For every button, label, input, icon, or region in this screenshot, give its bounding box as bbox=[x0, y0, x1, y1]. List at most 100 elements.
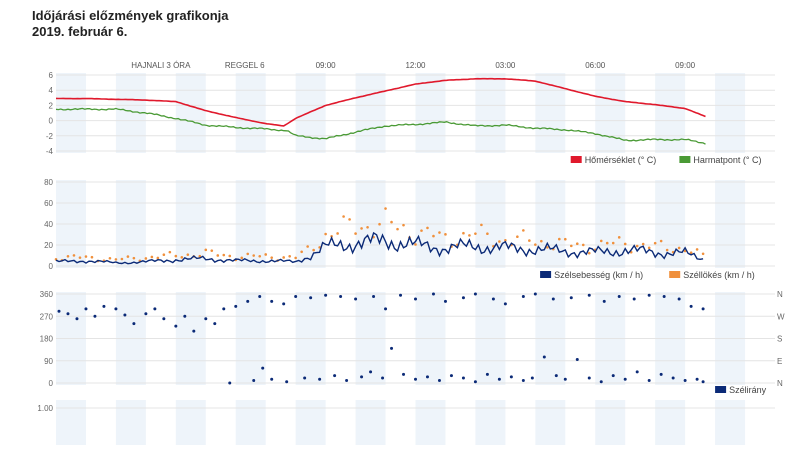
wind-direction-point bbox=[587, 376, 591, 380]
y-tick-label: 0 bbox=[49, 379, 54, 388]
gust-point bbox=[695, 248, 699, 251]
gust-point bbox=[623, 242, 627, 246]
y-tick-label: 6 bbox=[49, 71, 54, 80]
hour-band bbox=[355, 73, 386, 153]
legend-swatch bbox=[679, 156, 691, 163]
hour-band bbox=[655, 73, 686, 153]
gust-point bbox=[186, 253, 190, 256]
gust-point bbox=[474, 232, 477, 235]
wind-direction-point bbox=[246, 299, 250, 303]
gust-point bbox=[522, 229, 525, 232]
y-tick-label: 90 bbox=[44, 357, 53, 366]
gust-point bbox=[252, 254, 256, 257]
wind-direction-point bbox=[554, 374, 558, 378]
gust-point bbox=[306, 245, 309, 248]
y-tick-label: 4 bbox=[49, 86, 54, 95]
wind-direction-point bbox=[575, 358, 579, 362]
gust-point bbox=[378, 222, 381, 226]
gust-point bbox=[66, 255, 70, 258]
wind-direction-point bbox=[174, 324, 178, 328]
wind-direction-point bbox=[689, 304, 693, 308]
legend-swatch bbox=[570, 156, 582, 163]
wind-direction-point bbox=[204, 317, 208, 321]
gust-point bbox=[569, 244, 573, 248]
y-tick-right-label: N bbox=[777, 379, 783, 388]
wind-direction-point bbox=[647, 293, 651, 297]
wind-direction-point bbox=[530, 376, 534, 380]
gust-point bbox=[348, 218, 351, 221]
gust-point bbox=[498, 240, 501, 243]
hour-band bbox=[475, 400, 506, 445]
wind-direction-point bbox=[162, 317, 166, 321]
wind-direction-point bbox=[252, 379, 256, 383]
wind-direction-point bbox=[414, 377, 417, 381]
wind-direction-point bbox=[701, 307, 705, 311]
gust-point bbox=[312, 248, 315, 252]
legend-item: Szélirány bbox=[715, 385, 767, 395]
wind-direction-point bbox=[677, 297, 681, 301]
gust-point bbox=[504, 238, 507, 242]
hour-band bbox=[175, 73, 206, 153]
wind-direction-point bbox=[372, 294, 376, 298]
wind-direction-point bbox=[132, 322, 136, 326]
wind-direction-point bbox=[228, 381, 232, 385]
wind-direction-point bbox=[497, 377, 501, 381]
gust-point bbox=[120, 257, 124, 261]
hour-band bbox=[295, 400, 326, 445]
y-tick-label: 0 bbox=[49, 117, 54, 126]
gust-point bbox=[546, 246, 549, 249]
gust-point bbox=[390, 220, 393, 224]
legend-swatch bbox=[669, 271, 681, 278]
hour-band bbox=[715, 73, 746, 153]
wind-direction-point bbox=[521, 379, 525, 383]
wind-direction-point bbox=[623, 377, 627, 381]
wind-direction-point bbox=[587, 293, 591, 297]
wind-direction-point bbox=[270, 377, 274, 381]
wind-direction-point bbox=[144, 312, 148, 316]
wind-direction-point bbox=[324, 293, 328, 297]
wind-direction-point bbox=[563, 377, 567, 381]
y-tick-label: 1.00 bbox=[37, 404, 53, 413]
gust-point bbox=[659, 239, 663, 243]
wind-direction-point bbox=[369, 370, 373, 374]
legend-label: Hőmérséklet (° C) bbox=[585, 155, 657, 165]
time-label: 06:00 bbox=[585, 61, 606, 70]
wind-direction-point bbox=[662, 294, 666, 298]
wind-direction-point bbox=[671, 376, 675, 380]
gust-point bbox=[414, 243, 417, 246]
gust-point bbox=[342, 215, 345, 218]
gust-point bbox=[180, 256, 184, 259]
legend-swatch bbox=[540, 271, 552, 278]
wind-direction-point bbox=[414, 297, 417, 301]
wind-direction-point bbox=[123, 313, 127, 317]
gust-point bbox=[174, 254, 178, 258]
wind-direction-point bbox=[114, 307, 118, 311]
wind-direction-point bbox=[390, 346, 394, 350]
gust-point bbox=[635, 244, 639, 248]
y-tick-label: 0 bbox=[49, 262, 54, 271]
time-label: HAJNALI 3 ÓRA bbox=[131, 61, 191, 70]
gust-point bbox=[534, 243, 537, 246]
gust-point bbox=[72, 254, 76, 257]
title-text: Időjárási előzmények grafikonja bbox=[32, 8, 229, 23]
wind-direction-point bbox=[659, 372, 663, 376]
wind-direction-point bbox=[602, 299, 606, 303]
wind-direction-point bbox=[57, 309, 61, 313]
gust-point bbox=[162, 253, 166, 256]
hour-band bbox=[535, 400, 566, 445]
wind-direction-point bbox=[569, 296, 573, 300]
gust-point bbox=[264, 253, 268, 256]
gust-point bbox=[528, 239, 531, 242]
hour-band bbox=[415, 400, 446, 445]
hour-band bbox=[655, 400, 686, 445]
gust-point bbox=[300, 250, 303, 254]
wind-direction-point bbox=[234, 304, 238, 308]
wind-direction-point bbox=[84, 307, 88, 311]
y-tick-right-label: S bbox=[777, 335, 782, 344]
y-tick-right-label: E bbox=[777, 357, 782, 366]
gust-point bbox=[108, 256, 112, 260]
wind-direction-point bbox=[318, 377, 322, 381]
gust-point bbox=[78, 256, 82, 259]
time-label: 12:00 bbox=[405, 61, 426, 70]
